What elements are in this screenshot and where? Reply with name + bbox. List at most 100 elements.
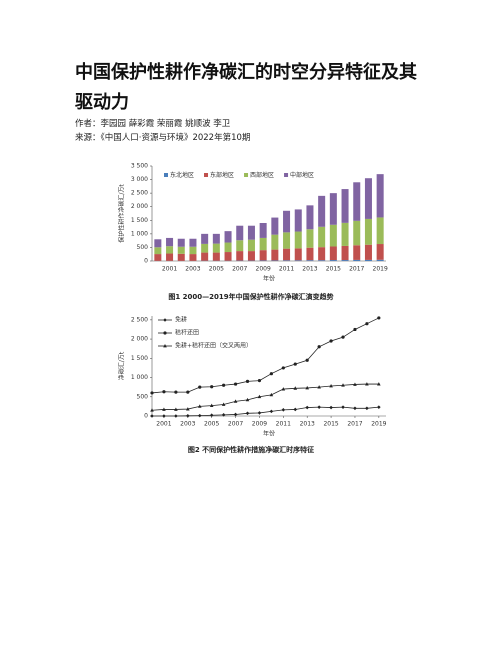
legend-label: 中部地区 (290, 171, 314, 179)
bar-segment (177, 238, 185, 247)
x-tick-label: 2011 (276, 421, 291, 428)
marker (269, 372, 273, 376)
bar-segment (329, 246, 337, 261)
bar-segment (318, 226, 326, 248)
legend-label: 东部地区 (210, 171, 234, 179)
x-tick-label: 2015 (326, 266, 341, 273)
bar-segment (224, 231, 232, 243)
bar-segment (212, 233, 220, 244)
bar-segment (283, 232, 291, 249)
marker (233, 399, 238, 403)
y-axis-label: 保护性耕作净碳汇/万t (118, 184, 126, 243)
y-tick-label: 2 500 (131, 316, 148, 323)
bar-segment (271, 217, 279, 235)
legend-label: 东北地区 (170, 171, 194, 179)
marker (163, 344, 167, 348)
marker (365, 406, 369, 411)
marker (197, 404, 202, 408)
bar-segment (306, 205, 314, 230)
marker (245, 379, 250, 383)
marker (150, 408, 154, 412)
x-axis-label: 年份 (263, 275, 275, 283)
x-axis-label: 年份 (263, 430, 275, 438)
x-tick-label: 2015 (323, 421, 338, 428)
bar-segment (341, 245, 349, 261)
marker (269, 392, 274, 397)
marker (305, 385, 310, 390)
x-tick-label: 2017 (349, 266, 364, 273)
marker (222, 383, 226, 387)
legend-swatch (164, 173, 168, 177)
x-tick-label: 2007 (232, 266, 247, 273)
marker (341, 405, 345, 409)
bar-segment (166, 237, 174, 247)
marker (293, 362, 297, 366)
marker (150, 391, 154, 395)
marker (377, 316, 381, 320)
bar-segment (177, 246, 185, 254)
marker (293, 407, 298, 412)
marker (365, 322, 369, 326)
y-tick-label: 3 500 (131, 163, 148, 170)
bar-segment (306, 247, 314, 261)
bar-segment (201, 243, 209, 253)
marker (329, 384, 333, 388)
bar-segment (236, 251, 244, 261)
bar-segment (247, 225, 255, 240)
bar-segment (177, 253, 185, 261)
marker (353, 382, 357, 386)
bar-segment (376, 174, 384, 218)
author: 作者：李园园 薛彩霞 荣丽霞 姚顺波 李卫 (75, 119, 231, 129)
bar-segment (318, 247, 326, 261)
marker (233, 382, 238, 386)
source: 来源：《中国人口·资源与环境》2022年第10期 (75, 133, 251, 143)
chart: 0 500 1 000 1 500 2 000 2 500 3 000 3 500 保护性耕作净… (118, 163, 388, 283)
x-tick-label: 2019 (371, 421, 386, 428)
bar-segment (376, 217, 384, 245)
x-tick-label: 2001 (156, 421, 171, 428)
bar-segment (212, 243, 220, 253)
bar-segment (283, 210, 291, 233)
marker (353, 406, 357, 411)
marker (317, 385, 321, 389)
series-line (152, 406, 379, 417)
legend-label: 免耕 (175, 316, 187, 324)
bar-segment (341, 189, 349, 223)
bar-segment (283, 248, 291, 261)
bar-segment (294, 248, 302, 261)
caption: 图1 2000—2019年中国保护性耕作净碳汇演变趋势 (168, 293, 334, 301)
marker (257, 411, 262, 415)
y-tick-label: 2 500 (131, 190, 148, 197)
x-tick-label: 2009 (256, 266, 271, 273)
bar-segment (247, 239, 255, 252)
x-tick-label: 2003 (180, 421, 195, 428)
marker (257, 379, 262, 383)
marker (162, 407, 166, 411)
marker (150, 414, 154, 418)
bar-segment (154, 239, 162, 248)
marker (186, 390, 190, 394)
marker (209, 403, 214, 408)
marker (257, 394, 262, 399)
bar-segment (166, 253, 174, 261)
bar-segment (166, 246, 174, 254)
x-tick-label: 2013 (300, 421, 315, 428)
bar-segment (364, 259, 372, 261)
bar-segment (212, 252, 220, 261)
marker (197, 413, 202, 418)
y-tick-label: 1 000 (131, 374, 148, 381)
x-tick-label: 2005 (209, 266, 224, 273)
bar-segment (364, 178, 372, 219)
marker (305, 405, 310, 410)
y-tick-label: 2 000 (131, 203, 148, 210)
bar-segment (247, 251, 255, 261)
marker (293, 386, 298, 390)
x-tick-label: 2019 (373, 266, 388, 273)
marker (365, 382, 369, 386)
marker (221, 402, 226, 406)
marker (163, 318, 167, 322)
bar-segment (201, 233, 209, 244)
marker (162, 390, 166, 394)
marker (329, 405, 333, 410)
